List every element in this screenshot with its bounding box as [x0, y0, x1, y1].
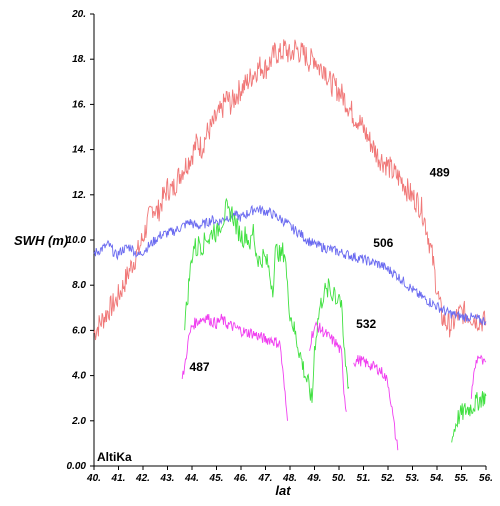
y-tick-label: 14.	[72, 145, 86, 156]
y-tick-label: 18.	[72, 54, 86, 65]
y-tick-label: 20.	[71, 9, 86, 20]
x-tick-label: 51.	[357, 473, 371, 484]
series-line-532	[451, 391, 487, 443]
series-line-489	[93, 39, 487, 341]
x-tick-label: 45.	[209, 473, 224, 484]
x-tick-label: 41.	[111, 473, 126, 484]
x-tick-label: 49.	[307, 473, 322, 484]
series-line-487	[470, 354, 487, 399]
x-tick-label: 50.	[332, 473, 346, 484]
x-tick-label: 43.	[160, 473, 175, 484]
x-tick-label: 42.	[135, 473, 150, 484]
y-tick-label: 10.0	[67, 235, 87, 246]
y-tick-label: 16.	[72, 99, 86, 110]
x-tick-label: 53.	[406, 473, 420, 484]
series-line-532	[184, 197, 350, 403]
x-tick-label: 40.	[86, 473, 101, 484]
x-tick-label: 52.	[381, 473, 395, 484]
y-tick-label: 12.	[72, 190, 86, 201]
x-tick-label: 55.	[455, 473, 469, 484]
series-label-532: 532	[356, 317, 376, 331]
x-tick-label: 47.	[258, 473, 273, 484]
y-tick-label: 4.0	[71, 371, 86, 382]
series-label-489: 489	[430, 166, 450, 180]
y-tick-label: 0.00	[67, 461, 87, 472]
series-line-487	[181, 313, 288, 421]
series-label-506: 506	[373, 236, 393, 250]
x-tick-label: 56.	[479, 473, 493, 484]
x-tick-label: 46.	[233, 473, 248, 484]
x-tick-label: 54.	[430, 473, 444, 484]
series-line-487	[309, 320, 347, 412]
series-line-506	[93, 204, 487, 327]
y-tick-label: 8.0	[72, 280, 86, 291]
x-tick-label: 48.	[282, 473, 297, 484]
series-label-487: 487	[190, 360, 210, 374]
y-axis-title: SWH (m)	[14, 233, 68, 248]
series-line-487	[353, 355, 399, 451]
altika-label: AltiKa	[97, 450, 132, 464]
y-tick-label: 2.0	[71, 416, 86, 427]
y-tick-label: 6.0	[72, 325, 86, 336]
x-axis-title: lat	[275, 483, 291, 498]
x-tick-label: 44.	[184, 473, 199, 484]
